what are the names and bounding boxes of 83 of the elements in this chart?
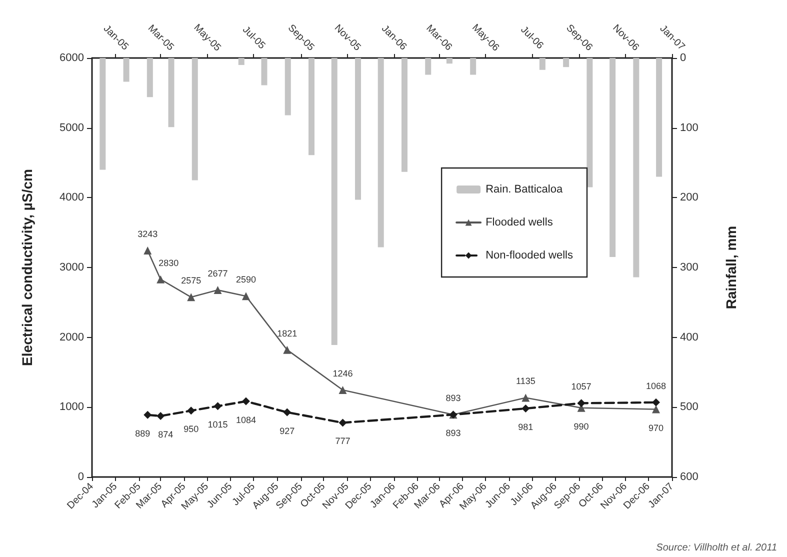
data-label: 874	[158, 429, 174, 440]
data-label: 3243	[138, 229, 158, 240]
bar	[308, 58, 314, 156]
point	[242, 397, 250, 406]
point	[283, 408, 292, 416]
bar	[470, 58, 476, 75]
point	[652, 405, 660, 414]
legend-label: Flooded wells	[486, 216, 554, 228]
data-label: 1821	[277, 328, 298, 338]
point	[522, 404, 530, 412]
data-label: 2575	[181, 276, 202, 286]
point	[577, 399, 586, 408]
data-label: 2830	[158, 258, 179, 268]
data-label: 777	[335, 436, 350, 446]
source-note: Source: Villholth et al. 2011	[656, 542, 778, 554]
y2-tick-label: 300	[680, 262, 698, 274]
point	[652, 398, 660, 406]
bar	[586, 58, 593, 188]
bar	[192, 58, 198, 180]
y-axis-title: Electrical conductivity, µS/cm	[19, 169, 35, 366]
data-label: 889	[135, 428, 150, 438]
y-tick-label: 0	[78, 471, 84, 483]
data-label: 1068	[646, 380, 666, 391]
y2-axis-title: Rainfall, mm	[723, 226, 739, 310]
bar	[123, 58, 130, 82]
data-label: 893	[446, 428, 461, 438]
bar	[168, 58, 174, 128]
data-label: 950	[184, 424, 199, 434]
y-tick-label: 6000	[60, 52, 84, 64]
y-tick-label: 4000	[60, 192, 84, 204]
point	[187, 293, 196, 302]
data-label: 1084	[236, 414, 256, 425]
y2-tick-label: 100	[680, 122, 698, 134]
point	[144, 246, 152, 255]
point	[156, 412, 165, 420]
bar	[539, 58, 546, 70]
bar	[563, 58, 570, 68]
data-label: 1057	[571, 382, 592, 392]
point	[522, 394, 530, 402]
legend-label: Rain. Batticaloa	[486, 184, 564, 196]
y2-tick-label: 0	[680, 52, 686, 64]
point	[338, 386, 347, 394]
bar	[261, 58, 268, 86]
bar	[354, 58, 361, 200]
data-label: 990	[574, 421, 589, 432]
data-label: 970	[648, 422, 664, 433]
point	[214, 286, 222, 294]
bar	[238, 58, 244, 65]
data-label: 1015	[208, 420, 228, 430]
point	[214, 402, 222, 410]
bar	[100, 58, 106, 170]
bar	[284, 58, 291, 116]
point	[187, 406, 196, 415]
bar	[378, 58, 384, 248]
point	[144, 410, 152, 419]
data-label: 2677	[208, 268, 228, 279]
y2-tick-label: 200	[680, 192, 698, 204]
y2-tick-label: 600	[680, 471, 698, 483]
data-label: 1135	[516, 376, 536, 386]
y-tick-label: 2000	[60, 331, 84, 344]
point	[338, 418, 347, 427]
point	[156, 275, 165, 284]
bar	[633, 58, 640, 278]
y-tick-label: 1000	[60, 401, 84, 414]
bar	[610, 58, 616, 258]
point	[242, 292, 250, 300]
y-tick-label: 3000	[60, 262, 84, 274]
bar	[656, 58, 662, 177]
data-label: 893	[446, 393, 461, 404]
point	[283, 346, 292, 354]
legend-label: Non-flooded wells	[486, 250, 574, 262]
y-tick-label: 5000	[60, 122, 84, 134]
bar	[146, 58, 153, 98]
data-label: 2590	[236, 274, 256, 285]
y2-tick-label: 400	[680, 331, 698, 344]
data-label: 1246	[332, 368, 353, 378]
data-label: 981	[518, 422, 534, 432]
bar	[446, 58, 452, 64]
y2-tick-label: 500	[680, 401, 698, 414]
data-label: 927	[280, 426, 295, 436]
bar	[401, 58, 408, 172]
bar	[425, 58, 432, 75]
bar	[331, 58, 338, 346]
